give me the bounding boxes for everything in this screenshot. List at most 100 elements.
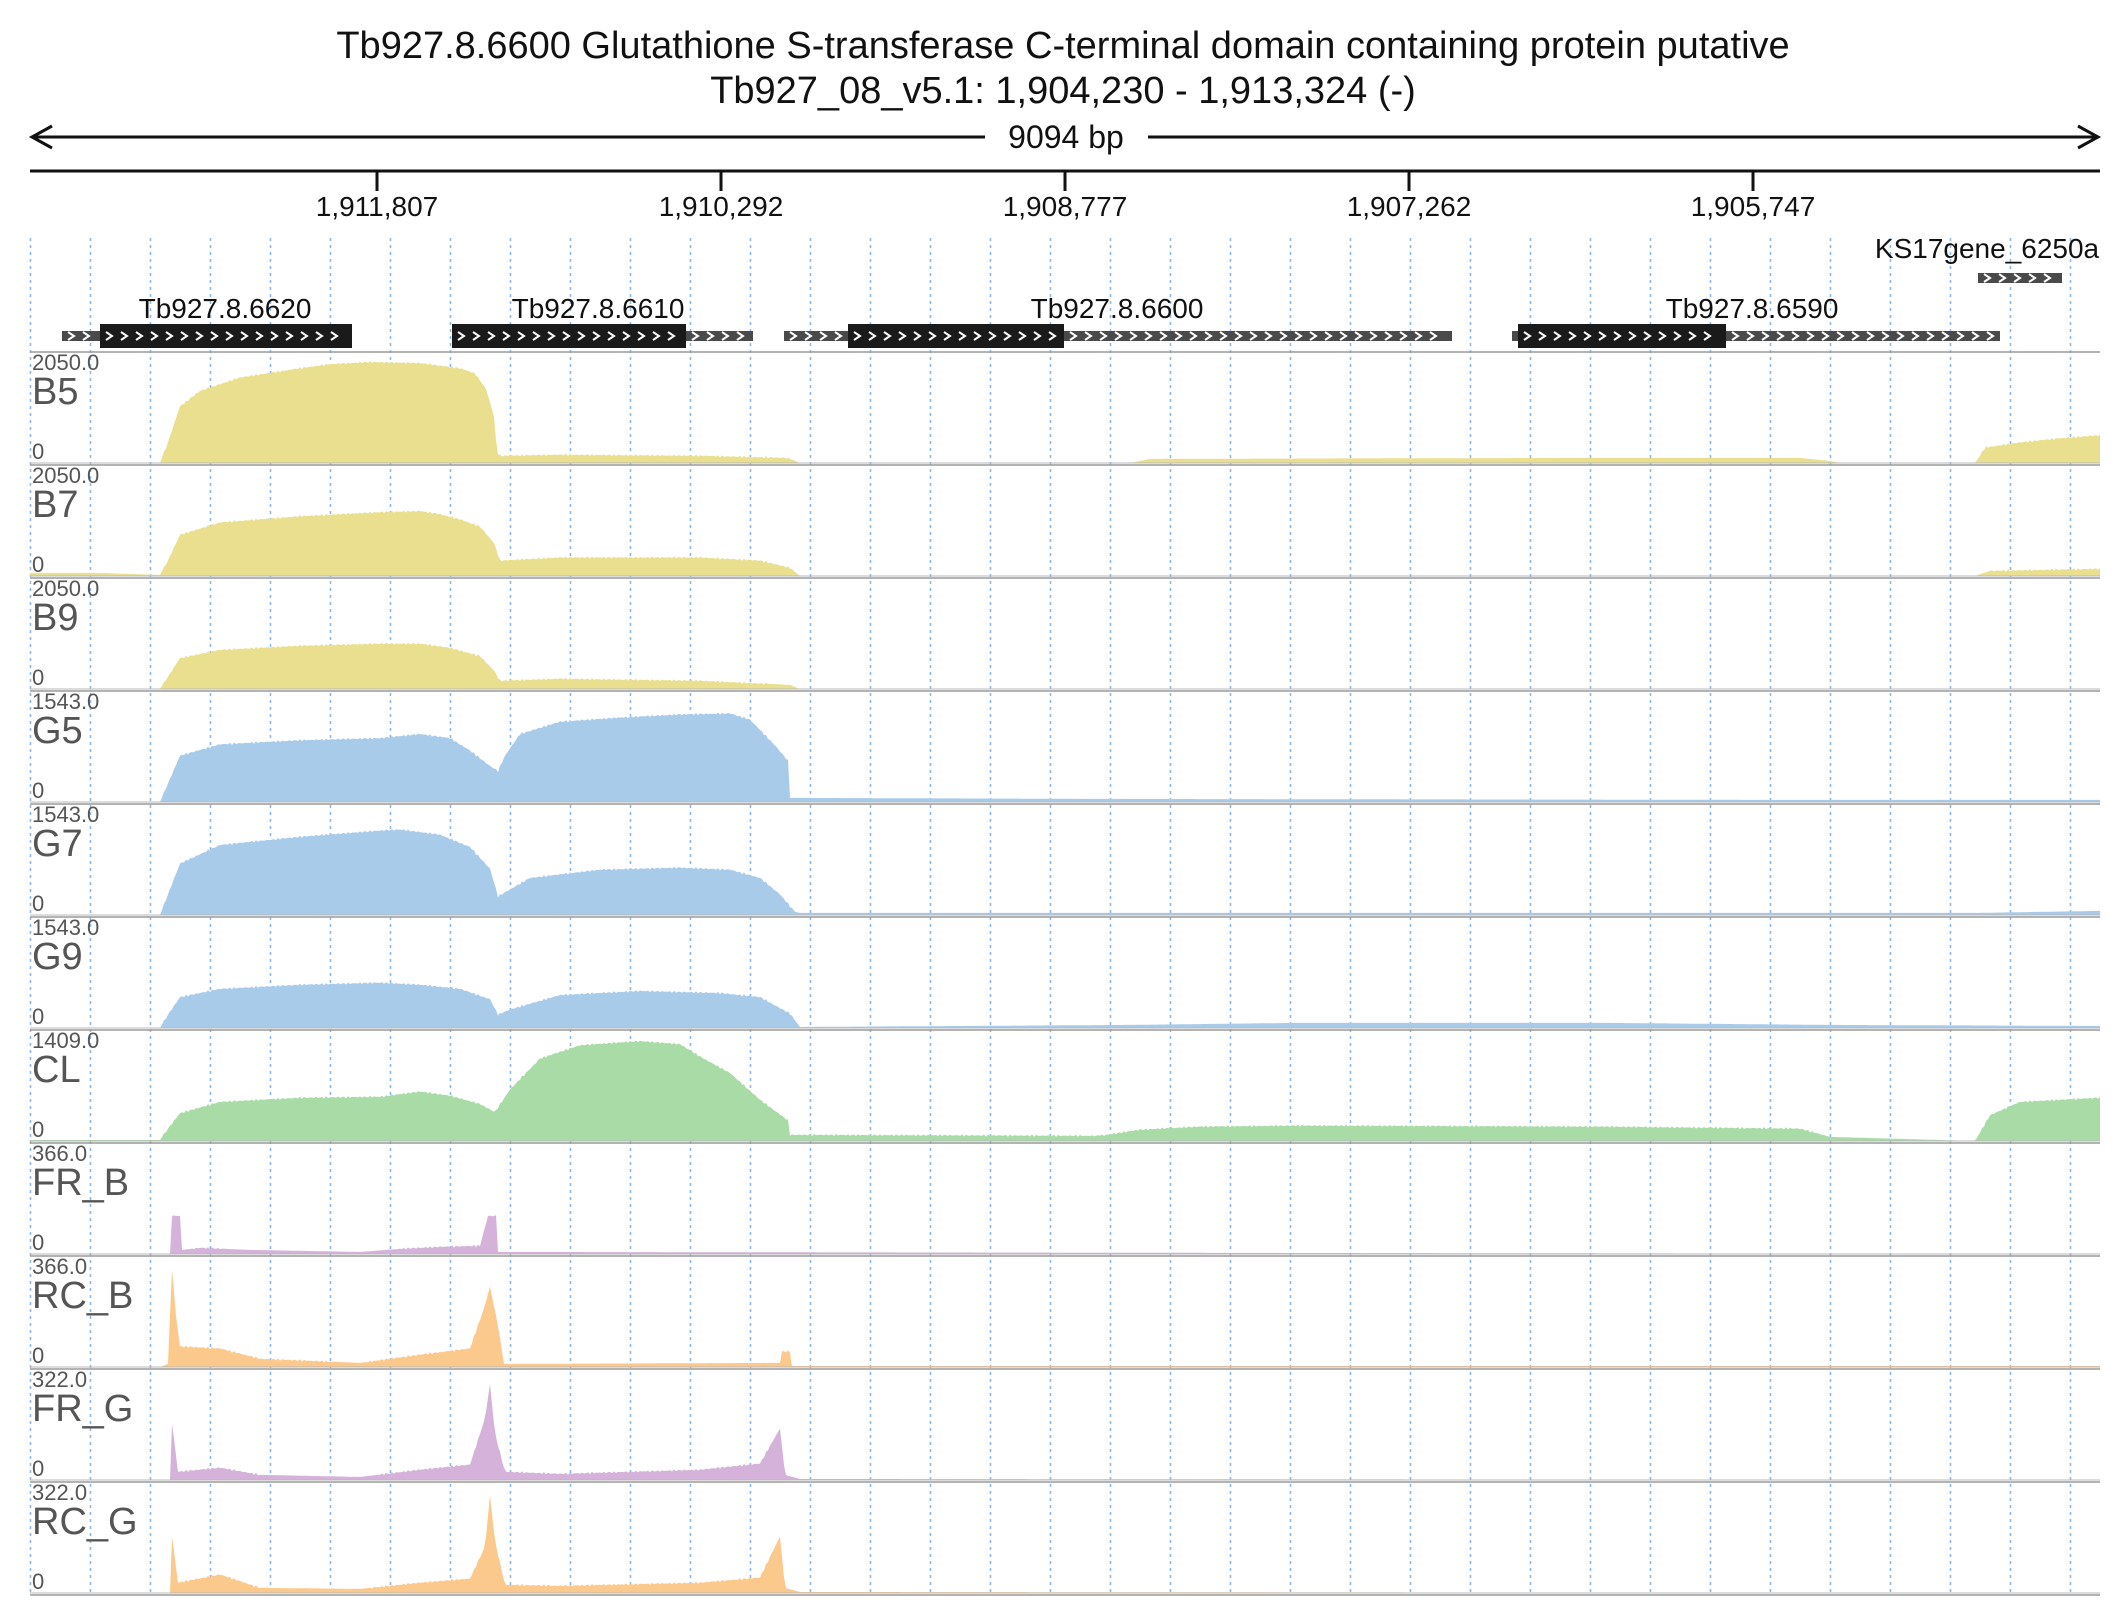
strand-chevron-icon (1688, 331, 1697, 341)
strand-chevron-icon (1309, 331, 1318, 341)
coverage-area (30, 510, 2100, 576)
gene-model[interactable]: KS17gene_6250a (1875, 233, 2100, 283)
coverage-track: 1543.0G9 0 (30, 915, 2100, 1029)
track-name-label: G5 (32, 710, 83, 752)
gene-cds (100, 324, 352, 348)
track-max-label: 322.0 (32, 1367, 87, 1392)
coverage-track: 366.0FR_B 0 (30, 1141, 2100, 1255)
strand-chevron-icon (1234, 331, 1243, 341)
strand-chevron-icon (1761, 331, 1770, 341)
coverage-track: 2050.0B9 0 (30, 576, 2100, 690)
strand-chevron-icon (721, 331, 730, 341)
strand-chevron-icon (82, 331, 91, 341)
strand-chevron-icon (1986, 331, 1995, 341)
strand-chevron-icon (562, 331, 571, 341)
track-name-label: RC_B (32, 1275, 133, 1317)
strand-chevron-icon (1354, 331, 1363, 341)
coordinate-ruler: 1,911,807 1,910,292 1,908,777 1,907,262 1,90… (30, 169, 2100, 222)
strand-chevron-icon (1399, 331, 1408, 341)
strand-chevron-icon (1613, 331, 1622, 341)
coverage-area (30, 981, 2100, 1028)
strand-chevron-icon (225, 331, 234, 341)
strand-chevron-icon (240, 331, 249, 341)
coverage-track: 2050.0B7 0 (30, 463, 2100, 577)
strand-chevron-icon (1703, 331, 1712, 341)
strand-chevron-icon (928, 331, 937, 341)
strand-chevron-icon (789, 331, 798, 341)
strand-chevron-icon (1018, 331, 1027, 341)
strand-chevron-icon (1971, 331, 1980, 341)
coverage-area (30, 1040, 2100, 1141)
track-max-label: 1543.0 (32, 802, 99, 827)
strand-chevron-icon (1628, 331, 1637, 341)
coverage-area (30, 1269, 2100, 1367)
coverage-track: 322.0FR_G 0 (30, 1367, 2100, 1481)
strand-chevron-icon (637, 331, 646, 341)
strand-chevron-icon (1538, 331, 1547, 341)
track-zero-label: 0 (32, 1343, 44, 1368)
coverage-track: 1543.0G7 0 (30, 802, 2100, 916)
track-max-label: 2050.0 (32, 350, 99, 375)
strand-chevron-icon (1249, 331, 1258, 341)
strand-chevron-icon (532, 331, 541, 341)
strand-chevron-icon (120, 331, 129, 341)
strand-chevron-icon (2028, 273, 2037, 283)
coverage-track: 2050.0B5 0 (30, 350, 2100, 464)
strand-chevron-icon (1568, 331, 1577, 341)
ruler-tick-label: 1,911,807 (316, 191, 439, 222)
strand-chevron-icon (1806, 331, 1815, 341)
track-name-label: CL (32, 1049, 81, 1091)
coverage-area (30, 361, 2100, 463)
strand-chevron-icon (1523, 331, 1532, 341)
gene-model[interactable]: Tb927.8.6620 (62, 293, 352, 348)
track-max-label: 366.0 (32, 1254, 87, 1279)
strand-chevron-icon (1941, 331, 1950, 341)
track-zero-label: 0 (32, 552, 44, 577)
strand-chevron-icon (1583, 331, 1592, 341)
strand-chevron-icon (315, 331, 324, 341)
strand-chevron-icon (1881, 331, 1890, 341)
strand-chevron-icon (819, 331, 828, 341)
strand-chevron-icon (195, 331, 204, 341)
ruler-tick-label: 1,905,747 (1691, 191, 1816, 222)
strand-chevron-icon (1746, 331, 1755, 341)
track-max-label: 2050.0 (32, 576, 99, 601)
gene-utr (62, 331, 100, 341)
strand-chevron-icon (834, 331, 843, 341)
coverage-area (30, 642, 2100, 689)
strand-chevron-icon (1776, 331, 1785, 341)
strand-chevron-icon (180, 331, 189, 341)
strand-chevron-icon (943, 331, 952, 341)
strand-chevron-icon (1339, 331, 1348, 341)
strand-chevron-icon (517, 331, 526, 341)
coverage-track: 322.0RC_G 0 (30, 1480, 2100, 1594)
coverage-area (30, 1494, 2100, 1593)
strand-chevron-icon (300, 331, 309, 341)
track-name-label: FR_G (32, 1388, 133, 1430)
strand-chevron-icon (1911, 331, 1920, 341)
strand-chevron-icon (285, 331, 294, 341)
strand-chevron-icon (691, 331, 700, 341)
gene-utr (1064, 331, 1452, 341)
strand-chevron-icon (1003, 331, 1012, 341)
track-name-label: G9 (32, 936, 83, 978)
gene-model[interactable]: Tb927.8.6600 (784, 293, 1452, 348)
strand-chevron-icon (1099, 331, 1108, 341)
gene-utr (686, 331, 753, 341)
gene-model[interactable]: Tb927.8.6610 (452, 293, 753, 348)
strand-chevron-icon (736, 331, 745, 341)
ruler-tick-label: 1,907,262 (1347, 191, 1472, 222)
gene-model[interactable]: Tb927.8.6590 (1512, 293, 2000, 348)
strand-chevron-icon (804, 331, 813, 341)
strand-chevron-icon (1896, 331, 1905, 341)
strand-chevron-icon (652, 331, 661, 341)
strand-chevron-icon (1384, 331, 1393, 341)
genomic-region: Tb927_08_v5.1: 1,904,230 - 1,913,324 (-) (710, 70, 1416, 112)
gene-cds (1518, 324, 1726, 348)
strand-chevron-icon (1324, 331, 1333, 341)
coverage-area (30, 1215, 2100, 1254)
coverage-track: 1409.0CL 0 (30, 1028, 2100, 1142)
strand-chevron-icon (1279, 331, 1288, 341)
